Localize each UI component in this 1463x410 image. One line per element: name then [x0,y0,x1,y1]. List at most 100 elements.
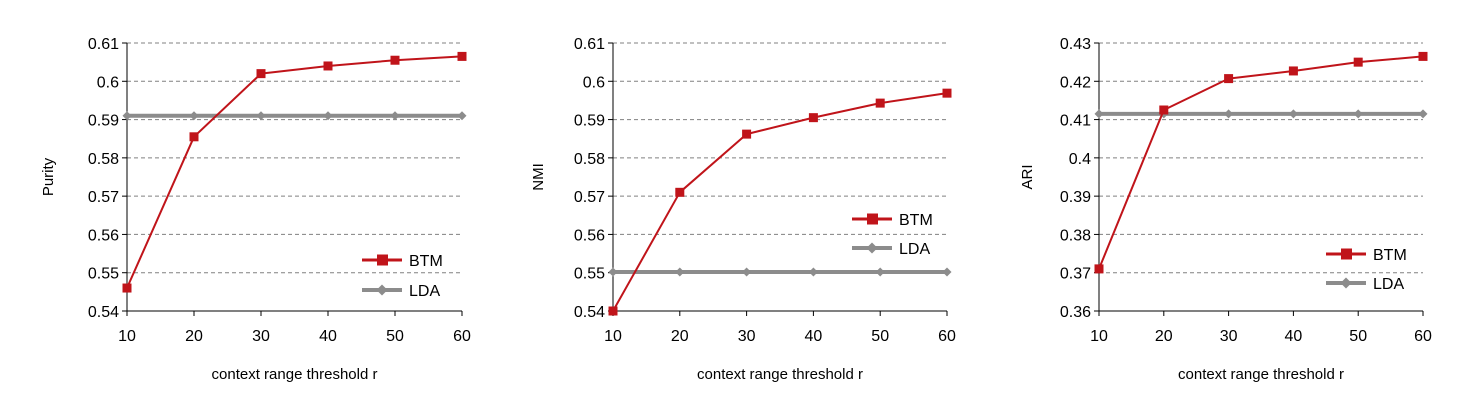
btm-point [189,132,199,142]
lda-point [1224,109,1234,119]
y-tick-label: 0.55 [88,266,119,283]
y-axis-title: Purity [40,157,57,196]
y-tick-label: 0.6 [583,74,605,91]
purity-chart: 0.54 0.55 0.56 0.57 0.58 0.59 0.6 0.61 10 20 30 40 5… [40,36,471,383]
x-tick-label: 30 [252,328,270,345]
lda-point [457,111,467,121]
btm-point [457,51,467,61]
x-tick-label: 10 [118,328,136,345]
btm-point [122,283,132,293]
y-tick-label: 0.36 [1060,304,1091,321]
btm-point [1224,74,1234,84]
btm-point [1159,105,1169,115]
lda-point [608,267,618,277]
y-tick-label: 0.56 [574,227,605,244]
lda-point [808,267,818,277]
legend-label: LDA [899,241,930,258]
btm-point [323,61,333,71]
y-tick-label: 0.59 [88,113,119,130]
btm-point [608,306,618,316]
x-tick-label: 20 [1155,328,1173,345]
btm-point [1288,66,1298,76]
lda-point [742,267,752,277]
legend-marker [376,284,388,296]
y-tick-label: 0.55 [574,266,605,283]
lda-point [675,267,685,277]
btm-point [1094,264,1104,274]
y-tick-label: 0.41 [1060,113,1091,130]
lda-point [256,111,266,121]
btm-point [875,98,885,108]
legend-marker [866,242,878,254]
lda-point [390,111,400,121]
x-tick-label: 20 [671,328,689,345]
y-tick-label: 0.57 [574,189,605,206]
y-tick-label: 0.38 [1060,227,1091,244]
x-tick-label: 60 [1414,328,1432,345]
btm-point [742,129,752,139]
legend-label: BTM [899,212,933,229]
x-tick-label: 10 [1090,328,1108,345]
y-tick-label: 0.54 [88,304,119,321]
btm-series-line [1098,55,1424,270]
y-tick-label: 0.59 [574,113,605,130]
lda-point [942,267,952,277]
legend-marker [377,254,388,266]
legend-label: BTM [409,253,443,270]
x-tick-label: 50 [1349,328,1367,345]
y-tick-label: 0.57 [88,189,119,206]
x-tick-label: 10 [604,328,622,345]
legend-marker [1341,248,1352,260]
legend-marker [867,213,878,225]
x-tick-label: 30 [1220,328,1238,345]
x-tick-label: 50 [871,328,889,345]
lda-point [1288,109,1298,119]
legend-marker [1340,277,1352,289]
x-tick-label: 60 [938,328,956,345]
btm-point [390,55,400,65]
ari-chart: 0.36 0.37 0.38 0.39 0.4 0.41 0.42 0.43 10 20 30 40 5… [1019,36,1432,383]
y-tick-label: 0.37 [1060,266,1091,283]
y-tick-label: 0.61 [88,36,119,53]
legend-label: LDA [409,283,440,300]
x-tick-label: 40 [805,328,823,345]
y-tick-label: 0.58 [574,151,605,168]
y-axis-title: NMI [530,163,547,191]
btm-point [256,69,266,79]
y-axis-title: ARI [1019,164,1036,189]
btm-point [942,88,952,98]
nmi-chart: 0.54 0.55 0.56 0.57 0.58 0.59 0.6 0.61 10 20 30 40 5… [530,36,956,383]
x-tick-label: 60 [453,328,471,345]
btm-series-line [126,55,463,289]
btm-point [675,187,685,197]
x-axis-title: context range threshold r [1178,366,1344,383]
x-tick-label: 50 [386,328,404,345]
lda-point [1353,109,1363,119]
lda-point [875,267,885,277]
btm-series-line [612,92,948,312]
x-axis-title: context range threshold r [697,366,863,383]
y-tick-label: 0.4 [1069,151,1091,168]
x-tick-label: 30 [738,328,756,345]
y-tick-label: 0.42 [1060,74,1091,91]
btm-point [808,113,818,123]
y-tick-label: 0.56 [88,227,119,244]
legend-label: BTM [1373,247,1407,264]
btm-point [1353,57,1363,67]
x-axis-title: context range threshold r [212,366,378,383]
y-tick-label: 0.6 [97,74,119,91]
lda-point [1418,109,1428,119]
x-tick-label: 40 [1285,328,1303,345]
y-tick-label: 0.43 [1060,36,1091,53]
y-tick-label: 0.61 [574,36,605,53]
lda-point [189,111,199,121]
lda-point [122,111,132,121]
lda-point [323,111,333,121]
x-tick-label: 20 [185,328,203,345]
x-tick-label: 40 [319,328,337,345]
y-tick-label: 0.58 [88,151,119,168]
lda-point [1094,109,1104,119]
y-tick-label: 0.39 [1060,189,1091,206]
y-tick-label: 0.54 [574,304,605,321]
